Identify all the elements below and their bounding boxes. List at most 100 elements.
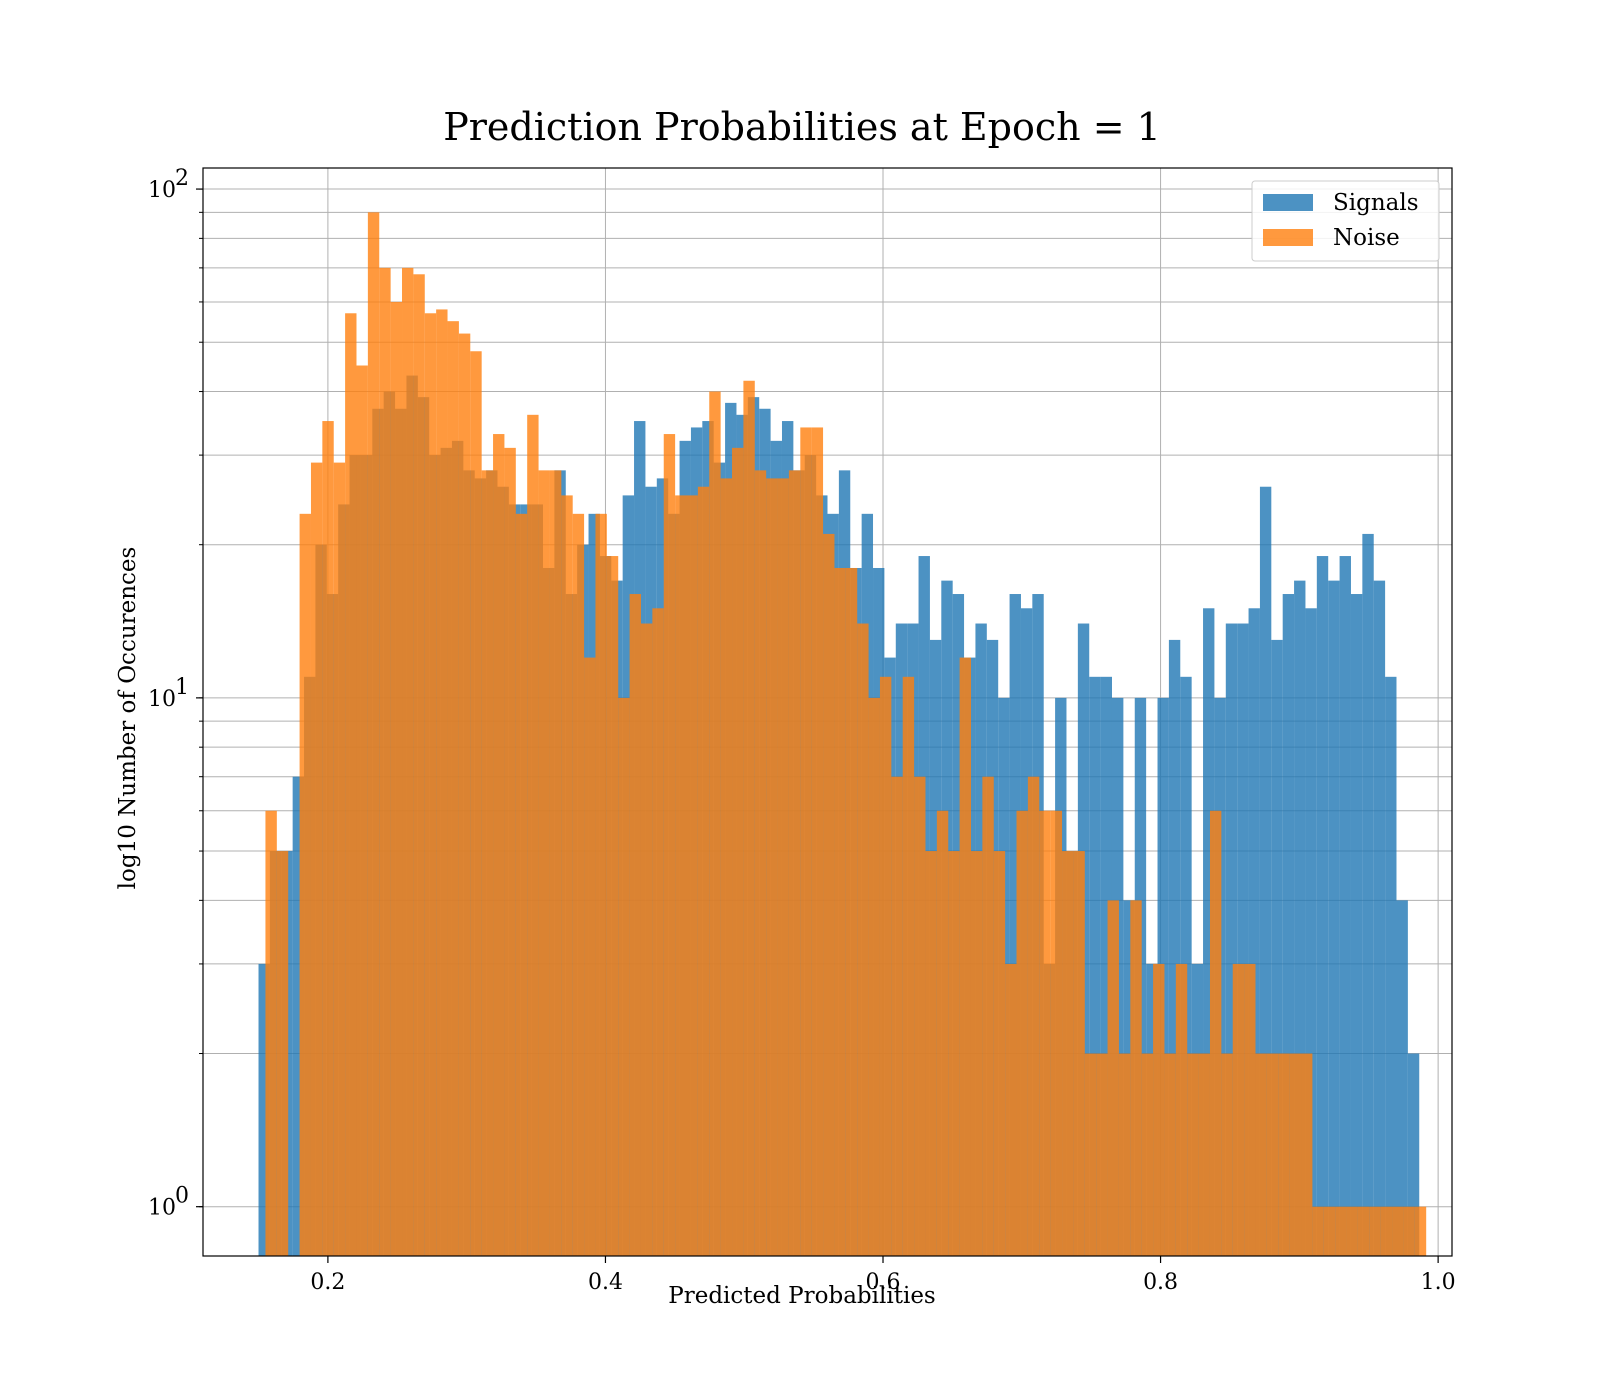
bar-signals <box>1009 594 1021 1256</box>
bar-signals <box>1203 608 1215 1256</box>
bar-noise <box>1118 1053 1131 1256</box>
bar-noise <box>982 776 994 1256</box>
bar-noise <box>902 676 915 1256</box>
bar-noise <box>413 274 425 1256</box>
bar-signals <box>1316 556 1329 1256</box>
bar-noise <box>914 776 926 1256</box>
bar-noise <box>1301 1053 1313 1256</box>
bar-noise <box>424 313 437 1256</box>
bar-noise <box>1141 1053 1154 1256</box>
bar-signals <box>1271 639 1283 1256</box>
bar-noise <box>504 447 516 1256</box>
bar-noise <box>549 470 562 1257</box>
bar-noise <box>345 313 357 1256</box>
bar-noise <box>322 421 334 1256</box>
y-tick-label: 10 <box>148 687 176 712</box>
bar-noise <box>493 434 505 1256</box>
bar-noise <box>777 478 789 1256</box>
y-tick-exponent: 0 <box>175 1184 189 1209</box>
bar-noise <box>1073 851 1085 1256</box>
legend-swatch-noise <box>1263 229 1313 246</box>
bar-noise <box>595 513 607 1256</box>
bar-noise <box>1005 963 1017 1256</box>
legend-label-noise: Noise <box>1333 225 1400 251</box>
bar-noise <box>1278 1053 1290 1256</box>
bar-noise <box>561 495 573 1257</box>
bars <box>258 212 1427 1257</box>
bar-noise <box>1244 963 1256 1256</box>
series-noise <box>265 212 1427 1257</box>
bar-signals <box>1350 594 1363 1256</box>
bar-noise <box>276 851 289 1256</box>
bar-noise <box>470 351 482 1256</box>
bar-noise <box>925 851 937 1256</box>
x-tick-label: 0.4 <box>588 1270 623 1295</box>
bar-signals <box>1259 486 1272 1256</box>
bar-noise <box>1380 1206 1393 1256</box>
plot-frame <box>202 167 1453 1257</box>
bar-noise <box>720 478 733 1256</box>
bar-signals <box>1362 533 1374 1256</box>
bar-noise <box>1039 810 1051 1256</box>
bar-noise <box>1392 1206 1404 1256</box>
bar-noise <box>1312 1206 1324 1256</box>
legend-label-signals: Signals <box>1333 190 1419 216</box>
bar-noise <box>1209 810 1222 1256</box>
bar-signals <box>1237 623 1249 1256</box>
bar-signals <box>1225 623 1238 1256</box>
bar-noise <box>1232 963 1245 1256</box>
bar-noise <box>1062 851 1074 1256</box>
bar-noise <box>1323 1206 1336 1256</box>
bar-noise <box>697 486 710 1256</box>
bar-noise <box>447 321 459 1256</box>
bar-noise <box>948 851 960 1256</box>
y-tick-label: 10 <box>148 1196 176 1221</box>
bar-noise <box>1016 810 1028 1256</box>
bar-noise <box>868 697 880 1256</box>
bar-signals <box>1407 1053 1420 1256</box>
bar-noise <box>811 427 824 1256</box>
bar-noise <box>800 427 812 1256</box>
bar-noise <box>743 380 755 1256</box>
bar-noise <box>1369 1206 1381 1256</box>
y-axis-label: log10 Number of Occurences <box>115 547 141 890</box>
bar-noise <box>1255 1053 1267 1256</box>
bar-signals <box>1294 580 1306 1256</box>
bar-signals <box>1339 556 1351 1256</box>
bar-noise <box>857 623 869 1256</box>
bar-noise <box>891 776 903 1256</box>
bar-noise <box>1289 1053 1302 1256</box>
bar-signals <box>1328 580 1340 1256</box>
bar-noise <box>265 810 277 1256</box>
bar-noise <box>333 462 346 1256</box>
bar-noise <box>356 365 368 1256</box>
x-axis-label: Predicted Probabilities <box>668 1283 936 1309</box>
bar-signals <box>1282 594 1295 1256</box>
bar-noise <box>1164 1053 1176 1256</box>
bar-noise <box>1357 1206 1370 1256</box>
x-tick-label: 1.0 <box>1421 1270 1456 1295</box>
bar-noise <box>629 594 641 1256</box>
bar-signals <box>1168 639 1181 1256</box>
bar-noise <box>310 462 323 1256</box>
bar-noise <box>1266 1053 1279 1256</box>
bar-noise <box>299 513 311 1256</box>
bar-noise <box>402 267 414 1256</box>
bar-noise <box>879 676 892 1256</box>
bar-noise <box>766 478 778 1256</box>
bar-noise <box>1050 810 1063 1256</box>
bar-noise <box>959 657 971 1256</box>
bar-noise <box>436 309 448 1256</box>
bar-noise <box>663 434 676 1256</box>
bar-noise <box>367 212 380 1257</box>
chart-title: Prediction Probabilities at Epoch = 1 <box>443 105 1161 149</box>
y-tick-exponent: 2 <box>175 166 189 191</box>
bar-noise <box>515 513 528 1256</box>
bar-noise <box>481 470 494 1257</box>
bar-noise <box>970 851 983 1256</box>
bar-noise <box>754 470 767 1257</box>
legend: Signals Noise <box>1251 180 1440 262</box>
bar-noise <box>1221 1053 1233 1256</box>
